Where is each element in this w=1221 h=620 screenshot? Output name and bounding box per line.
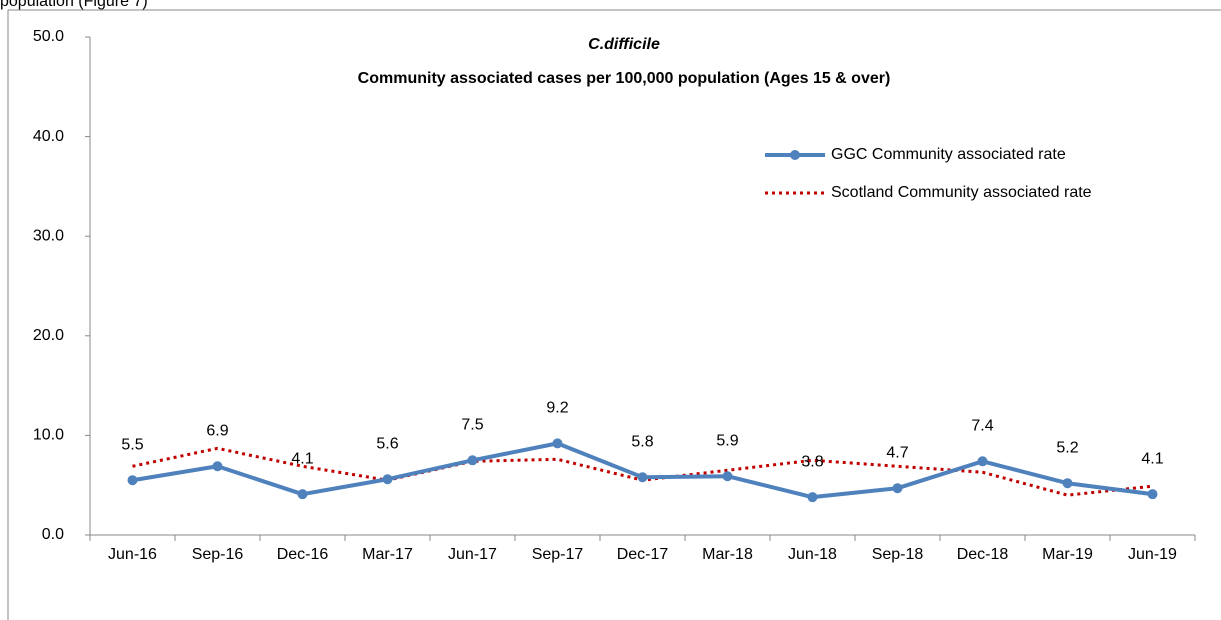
x-tick-label: Sep-16 — [192, 546, 244, 563]
data-point — [1147, 489, 1158, 500]
x-tick-label: Jun-18 — [788, 546, 837, 563]
data-point — [467, 455, 478, 466]
y-tick-label: 0.0 — [42, 526, 64, 543]
y-tick-label: 20.0 — [33, 327, 64, 344]
data-point — [722, 471, 733, 482]
data-label: 6.9 — [206, 422, 228, 439]
y-tick-label: 50.0 — [33, 28, 64, 45]
chart-title: C.difficile — [588, 36, 660, 53]
data-label: 7.4 — [971, 418, 993, 435]
caption: population (Figure 7) — [0, 0, 148, 10]
data-label: 3.8 — [801, 453, 823, 470]
x-tick-label: Dec-16 — [277, 546, 329, 563]
series-line — [132, 441, 1153, 500]
data-point — [807, 492, 818, 503]
data-label: 4.7 — [886, 444, 908, 461]
chart-subtitle: Community associated cases per 100,000 p… — [358, 70, 891, 87]
x-tick-label: Jun-19 — [1128, 546, 1177, 563]
data-label: 5.6 — [376, 435, 398, 452]
x-tick-label: Mar-17 — [362, 546, 413, 563]
data-label: 7.5 — [461, 417, 483, 434]
x-tick-label: Jun-17 — [448, 546, 497, 563]
data-label: 9.2 — [546, 400, 568, 417]
data-point — [977, 456, 988, 467]
data-label: 5.2 — [1056, 439, 1078, 456]
y-tick-label: 40.0 — [33, 128, 64, 145]
x-tick-label: Dec-18 — [957, 546, 1009, 563]
x-tick-label: Jun-16 — [108, 546, 157, 563]
data-label: 4.1 — [1141, 450, 1163, 467]
legend-marker — [790, 150, 800, 160]
data-point — [637, 472, 648, 483]
x-tick-label: Mar-18 — [702, 546, 753, 563]
data-point — [212, 461, 223, 472]
data-point — [552, 438, 563, 449]
x-tick-label: Sep-17 — [532, 546, 584, 563]
legend-label: Scotland Community associated rate — [831, 184, 1092, 201]
data-point — [297, 489, 308, 500]
data-point — [127, 475, 138, 486]
y-tick-label: 10.0 — [33, 427, 64, 444]
data-point — [1062, 478, 1073, 489]
x-tick-label: Sep-18 — [872, 546, 924, 563]
x-tick-label: Mar-19 — [1042, 546, 1093, 563]
data-point — [382, 474, 393, 485]
data-label: 5.9 — [716, 432, 738, 449]
data-point — [892, 483, 903, 494]
data-label: 5.5 — [121, 436, 143, 453]
data-label: 5.8 — [631, 433, 653, 450]
x-tick-label: Dec-17 — [617, 546, 669, 563]
y-tick-label: 30.0 — [33, 227, 64, 244]
data-label: 4.1 — [291, 450, 313, 467]
legend-label: GGC Community associated rate — [831, 146, 1066, 163]
